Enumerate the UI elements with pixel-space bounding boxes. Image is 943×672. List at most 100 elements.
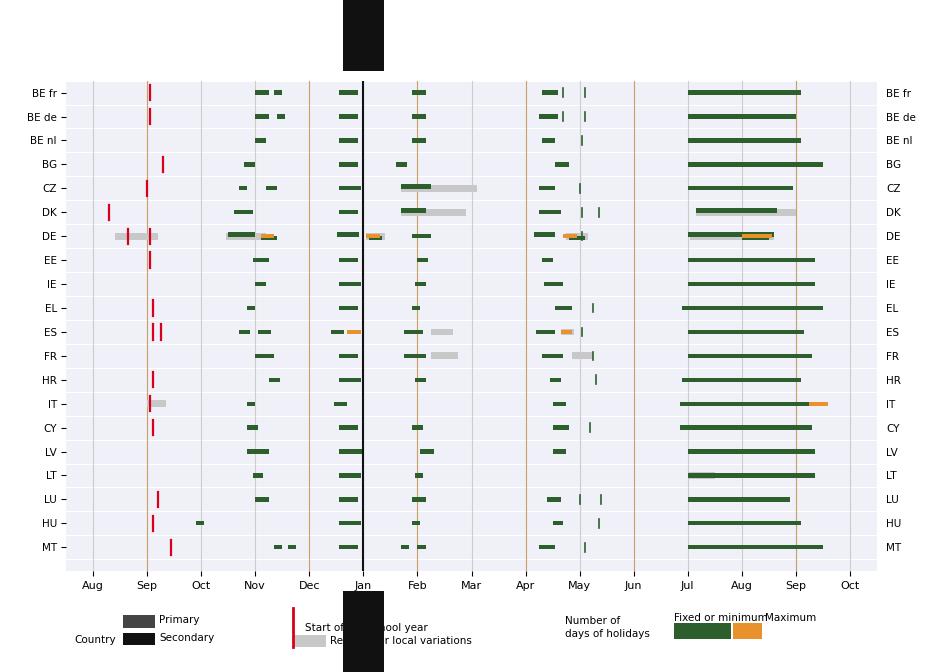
Bar [687, 138, 802, 142]
Bar [256, 91, 269, 95]
Bar [247, 425, 258, 430]
Bar [366, 234, 380, 239]
Bar [539, 545, 555, 550]
Bar [431, 329, 453, 335]
Bar [260, 234, 274, 239]
Bar [147, 401, 166, 407]
Bar [418, 545, 425, 550]
Bar [412, 114, 425, 119]
Bar [687, 186, 793, 190]
Text: Secondary: Secondary [159, 634, 214, 643]
Bar [338, 233, 359, 237]
Bar [293, 635, 325, 647]
Bar [247, 402, 256, 406]
Bar [266, 186, 277, 190]
Bar [561, 330, 571, 334]
Bar [555, 162, 569, 167]
Bar [696, 208, 777, 213]
Bar [401, 208, 425, 213]
Bar [542, 91, 558, 95]
Bar [553, 450, 566, 454]
Bar [690, 233, 774, 239]
Bar [539, 186, 555, 190]
Bar [539, 114, 558, 119]
Bar [401, 185, 431, 189]
Bar [566, 233, 587, 239]
Bar [401, 209, 466, 216]
Bar [809, 402, 828, 406]
Bar [256, 497, 269, 501]
Bar [339, 258, 358, 262]
Bar [687, 282, 815, 286]
Bar [431, 353, 458, 359]
Bar [569, 236, 585, 240]
Bar [742, 236, 769, 240]
Bar [544, 282, 563, 286]
Bar [555, 306, 571, 310]
Bar [339, 138, 358, 142]
Bar [366, 233, 385, 239]
Bar [542, 258, 553, 262]
Bar [331, 330, 344, 334]
Text: Regional or local variations: Regional or local variations [330, 636, 472, 646]
Bar [687, 233, 774, 237]
Bar [196, 521, 204, 526]
Bar [542, 138, 555, 142]
Bar [404, 330, 422, 334]
Bar [553, 402, 566, 406]
Bar [687, 545, 823, 550]
Bar [687, 497, 790, 501]
Bar [339, 353, 358, 358]
Bar [553, 521, 563, 526]
Bar [687, 521, 802, 526]
Bar [415, 473, 422, 478]
Bar [288, 545, 296, 550]
Bar [256, 114, 269, 119]
Bar [542, 353, 563, 358]
Text: Maximum: Maximum [765, 613, 817, 623]
Bar [561, 329, 574, 335]
Bar [415, 282, 425, 286]
Bar [269, 378, 279, 382]
Text: Primary: Primary [159, 616, 200, 625]
Bar [274, 91, 282, 95]
Bar [339, 545, 358, 550]
Bar [239, 186, 247, 190]
Bar [539, 210, 561, 214]
Bar [680, 425, 812, 430]
Bar [253, 258, 269, 262]
Bar [339, 114, 358, 119]
Bar [256, 353, 274, 358]
Bar [277, 114, 285, 119]
Text: Number of
days of holidays: Number of days of holidays [565, 616, 650, 639]
Bar [369, 236, 382, 240]
Bar [339, 497, 358, 501]
Bar [412, 497, 425, 501]
Bar [123, 616, 156, 628]
Bar [339, 162, 358, 167]
Bar [553, 425, 569, 430]
Bar [339, 210, 358, 214]
Bar [550, 378, 561, 382]
Bar [687, 353, 812, 358]
Bar [687, 473, 815, 478]
Bar [123, 632, 156, 645]
Bar [274, 545, 282, 550]
Bar [687, 91, 802, 95]
Bar [418, 258, 428, 262]
Bar [412, 425, 422, 430]
Bar [401, 185, 477, 192]
Bar [247, 450, 269, 454]
Bar [256, 138, 266, 142]
Bar [244, 162, 256, 167]
Bar [687, 114, 796, 119]
Bar [247, 306, 256, 310]
Text: Start of the school year: Start of the school year [306, 623, 428, 632]
Bar [680, 402, 818, 406]
Bar [339, 378, 360, 382]
Bar [347, 330, 360, 334]
Text: Country: Country [74, 635, 116, 645]
Bar [674, 623, 731, 639]
Bar [547, 497, 561, 501]
Bar [401, 545, 409, 550]
